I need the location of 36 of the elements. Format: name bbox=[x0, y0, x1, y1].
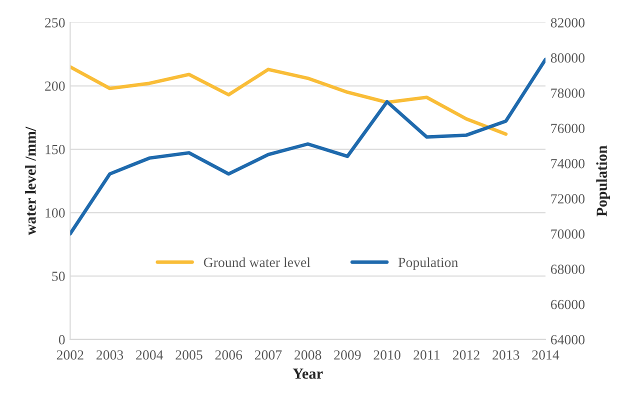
x-tick-label: 2011 bbox=[414, 350, 440, 360]
y-tick-label: 200 bbox=[45, 81, 65, 91]
x-tick-label: 2012 bbox=[452, 350, 480, 360]
y2-tick-label: 64000 bbox=[550, 335, 585, 344]
x-tick-label: 2005 bbox=[176, 350, 202, 360]
y2-tick-label: 80000 bbox=[550, 53, 585, 63]
line-series bbox=[70, 58, 546, 236]
y-tick-label: 50 bbox=[52, 272, 65, 282]
y-tick-label: 100 bbox=[46, 208, 65, 218]
y2-tick-label: 72000 bbox=[551, 194, 585, 204]
y2-tick-label: 66000 bbox=[550, 300, 585, 310]
x-tick-label: 2009 bbox=[334, 350, 361, 360]
x-tick-label: 2007 bbox=[254, 350, 282, 360]
legend-label: Population bbox=[398, 257, 458, 270]
y-tick-label: 150 bbox=[46, 144, 65, 154]
x-tick-label: 2013 bbox=[492, 350, 520, 360]
legend-label: Ground water level bbox=[204, 257, 310, 268]
x-tick-label: 2002 bbox=[56, 350, 84, 360]
y2-axis-title: Population bbox=[596, 146, 610, 216]
x-tick-label: 2014 bbox=[532, 350, 560, 360]
y2-tick-label: 68000 bbox=[550, 264, 585, 274]
y-tick-label: 0 bbox=[58, 335, 65, 344]
x-tick-label: 2003 bbox=[96, 350, 124, 360]
x-tick-label: 2004 bbox=[136, 350, 164, 360]
y-axis-title: water level /mm/ bbox=[25, 126, 36, 236]
x-tick-label: 2006 bbox=[215, 350, 242, 360]
y2-tick-label: 70000 bbox=[551, 229, 585, 239]
x-tick-label: 2008 bbox=[294, 350, 322, 360]
y2-tick-label: 82000 bbox=[550, 18, 585, 28]
y2-tick-label: 78000 bbox=[551, 88, 585, 98]
y2-tick-label: 76000 bbox=[551, 124, 585, 134]
x-axis-title: Year bbox=[292, 368, 323, 379]
line-series bbox=[70, 65, 508, 136]
y-tick-label: 250 bbox=[45, 18, 65, 28]
y2-tick-label: 74000 bbox=[551, 158, 585, 168]
x-tick-label: 2010 bbox=[374, 350, 400, 360]
